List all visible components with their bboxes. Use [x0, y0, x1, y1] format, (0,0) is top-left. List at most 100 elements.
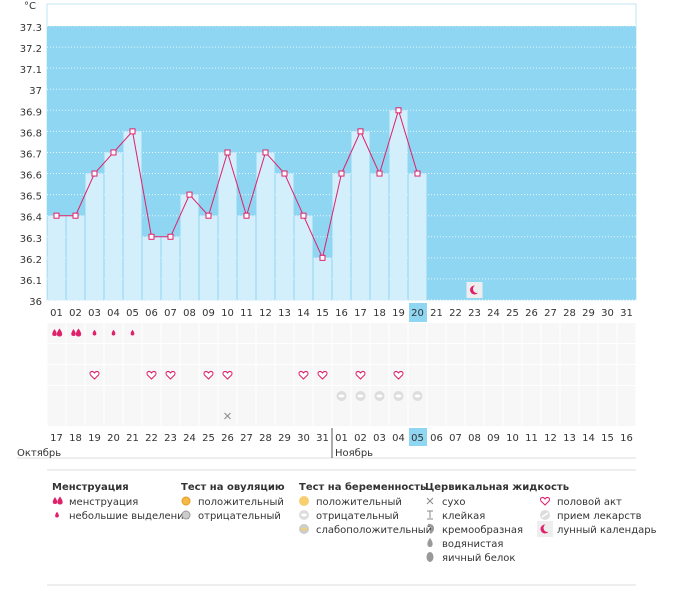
event-cell	[522, 386, 541, 406]
event-icon	[111, 329, 116, 336]
event-cell	[408, 344, 427, 364]
event-icon	[355, 371, 366, 380]
legend-label: небольшие выделения	[69, 511, 190, 522]
x-tick-label: 14	[297, 308, 310, 319]
event-cell	[370, 406, 389, 426]
event-cell	[66, 344, 85, 364]
point	[300, 212, 307, 219]
event-icon	[89, 371, 100, 380]
calendar-day: 22	[145, 433, 158, 444]
event-cell	[579, 365, 598, 385]
event-cell	[598, 344, 617, 364]
event-icon	[224, 412, 231, 420]
bar	[218, 152, 237, 300]
calendar-day: 01	[335, 433, 348, 444]
temperature-line	[56, 108, 418, 260]
event-cell	[275, 344, 294, 364]
event-cell	[161, 406, 180, 426]
event-cell	[484, 386, 503, 406]
event-cell	[199, 386, 218, 406]
ovu	[181, 496, 191, 506]
heart	[355, 371, 366, 380]
x-tick-label: 28	[563, 308, 576, 319]
event-cell	[389, 323, 408, 343]
event-cell	[66, 365, 85, 385]
bar	[389, 110, 408, 300]
preg-in	[395, 394, 402, 398]
drop	[56, 328, 63, 337]
event-cell	[218, 323, 237, 343]
legend-icon	[299, 524, 309, 534]
x-tick-label: 21	[430, 308, 443, 319]
calendar-day: 05	[411, 433, 424, 444]
pill-line	[541, 512, 549, 518]
x-tick-label: 26	[525, 308, 538, 319]
event-cell	[332, 344, 351, 364]
event-cell	[465, 344, 484, 364]
x-tick-label: 27	[544, 308, 557, 319]
point	[376, 170, 383, 177]
calendar-day: 19	[88, 433, 101, 444]
event-cell	[408, 365, 427, 385]
bar	[370, 173, 389, 300]
event-cell	[47, 344, 66, 364]
event-cell	[465, 406, 484, 426]
event-icon	[336, 391, 347, 401]
calendar-day: 27	[240, 433, 253, 444]
event-cell	[294, 406, 313, 426]
event-cell	[484, 406, 503, 426]
event-cell	[104, 365, 123, 385]
event-icon	[165, 371, 176, 380]
y-tick-label: 37.3	[20, 23, 42, 34]
legend-icon	[181, 510, 191, 520]
y-tick-label: 36.6	[20, 171, 42, 182]
event-cell	[123, 386, 142, 406]
preg-in	[338, 394, 345, 398]
point	[243, 212, 250, 219]
calendar-day: 09	[487, 433, 500, 444]
calendar-day: 21	[126, 433, 139, 444]
event-cell	[180, 344, 199, 364]
event-cell	[370, 323, 389, 343]
drop	[75, 328, 82, 337]
calendar-day: 06	[430, 433, 443, 444]
y-tick-label: 36	[29, 297, 42, 308]
event-cell	[142, 406, 161, 426]
legend-label: положительный	[316, 497, 402, 508]
event-cell	[332, 323, 351, 343]
event-cell	[427, 386, 446, 406]
event-cell	[66, 406, 85, 426]
point	[414, 170, 421, 177]
calendar-day: 28	[259, 433, 272, 444]
y-tick-label: 37.1	[20, 65, 42, 76]
point	[281, 170, 288, 177]
event-cell	[503, 406, 522, 426]
event-cell	[256, 365, 275, 385]
legend-icon	[427, 538, 433, 547]
event-cell	[560, 386, 579, 406]
calendar-day: 07	[449, 433, 462, 444]
preg-in	[301, 513, 307, 517]
event-icon	[355, 391, 366, 401]
x-tick-label: 30	[601, 308, 614, 319]
legend-label: отрицательный	[316, 511, 399, 522]
event-cell	[446, 365, 465, 385]
event-icon	[130, 329, 135, 336]
today-cell	[409, 303, 427, 322]
event-cell	[522, 406, 541, 426]
calendar-day: 31	[316, 433, 329, 444]
x-tick-label: 05	[126, 308, 139, 319]
cross	[224, 412, 231, 420]
watery	[427, 538, 433, 547]
bar	[237, 215, 256, 300]
ovu	[181, 510, 191, 520]
event-cell	[427, 365, 446, 385]
event-icon	[412, 391, 423, 401]
event-cell	[237, 386, 256, 406]
bar	[142, 236, 161, 300]
calendar-day: 11	[525, 433, 538, 444]
event-cell	[294, 323, 313, 343]
bar	[275, 173, 294, 300]
event-cell	[427, 406, 446, 426]
